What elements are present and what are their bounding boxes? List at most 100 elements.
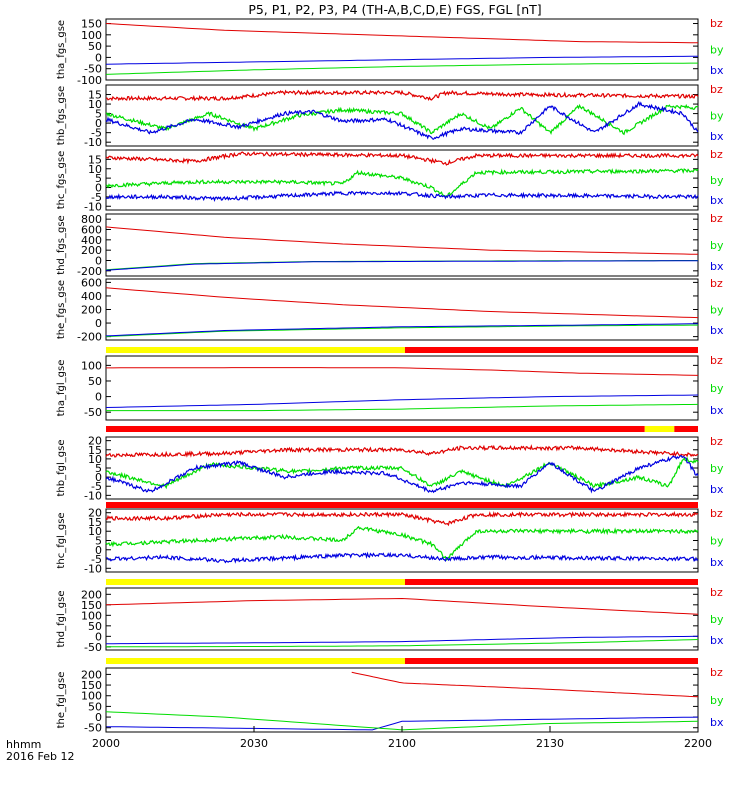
legend-bx: bx	[710, 634, 724, 647]
y-tick-label: 0	[95, 182, 102, 195]
x-tick-label: 2200	[684, 737, 712, 750]
time-axis: 2000 2030 2100 2130 2200	[92, 726, 712, 750]
y-tick-label: 0	[95, 544, 102, 557]
series-by	[105, 103, 699, 136]
y-tick-label: 5	[95, 108, 102, 121]
y-tick-label: 400	[81, 290, 102, 303]
legend-bz: bz	[710, 507, 723, 520]
y-axis-label: thd_fgl_gse	[56, 591, 67, 648]
y-tick-label: -100	[77, 74, 102, 87]
series-by	[106, 403, 699, 412]
y-tick-label: 15	[88, 89, 102, 102]
y-tick-label: 100	[81, 359, 102, 372]
series-bx	[105, 454, 699, 494]
y-tick-label: 100	[81, 29, 102, 42]
series-by	[105, 168, 699, 198]
legend-bx: bx	[710, 483, 724, 496]
y-axis-label: thd_fgs_gse	[56, 215, 67, 274]
x-tick-label: 2100	[388, 737, 416, 750]
status-bar-segment	[644, 426, 675, 432]
y-tick-label: 0	[95, 471, 102, 484]
y-tick-label: 5	[95, 535, 102, 548]
y-axis-label: tha_fgs_gse	[56, 20, 67, 79]
legend-bz: bz	[710, 586, 723, 599]
x-tick-label: 2000	[92, 737, 120, 750]
y-axis-label: the_fgl_gse	[56, 672, 67, 729]
y-tick-label: 600	[81, 224, 102, 237]
y-axis-label: the_fgs_gse	[56, 280, 67, 339]
y-tick-label: 0	[95, 391, 102, 404]
legend-bz: bz	[710, 435, 723, 448]
legend-by: by	[710, 613, 724, 626]
status-bar-segment	[106, 658, 405, 664]
legend-bz: bz	[710, 354, 723, 367]
series-bz	[105, 444, 699, 458]
y-tick-label: 0	[95, 317, 102, 330]
panel-frame	[105, 149, 699, 211]
y-tick-label: 50	[88, 620, 102, 633]
y-axis-label: tha_fgl_gse	[56, 360, 67, 417]
y-tick-label: 10	[88, 525, 102, 538]
series-bx	[105, 260, 698, 271]
status-bar-segment	[404, 658, 698, 664]
series-bz	[105, 510, 699, 527]
series-bz	[351, 671, 699, 698]
status-bar-segment	[106, 426, 645, 432]
status-bars	[106, 347, 698, 664]
status-bar-segment	[404, 347, 698, 353]
y-tick-label: 50	[88, 40, 102, 53]
y-tick-label: -10	[84, 136, 102, 149]
legend-by: by	[710, 44, 724, 57]
y-tick-label: -200	[77, 331, 102, 344]
legend-bx: bx	[710, 194, 724, 207]
series-bx	[105, 394, 699, 408]
y-tick-label: -5	[91, 127, 102, 140]
y-tick-label: 0	[95, 117, 102, 130]
y-axis-label: thc_fgl_gse	[56, 512, 67, 568]
legend-bz: bz	[710, 148, 723, 161]
y-tick-label: 15	[88, 516, 102, 529]
time-axis-unit-label: hhmm	[6, 738, 41, 751]
series-bx	[105, 55, 698, 65]
legend-bx: bx	[710, 324, 724, 337]
y-tick-label: 50	[88, 700, 102, 713]
y-tick-label: 150	[81, 599, 102, 612]
chart-title: P5, P1, P2, P3, P4 (TH-A,B,C,D,E) FGS, F…	[248, 2, 541, 17]
status-bar-segment	[106, 502, 698, 508]
y-tick-label: -5	[91, 553, 102, 566]
y-tick-label: -50	[84, 722, 102, 735]
series-bx	[105, 551, 699, 564]
series-bz	[105, 89, 699, 102]
series-bx	[105, 100, 699, 140]
legend-by: by	[710, 462, 724, 475]
legend-bx: bx	[710, 64, 724, 77]
legend-bz: bz	[710, 17, 723, 30]
y-tick-label: 200	[81, 668, 102, 681]
legend-by: by	[710, 382, 724, 395]
y-tick-label: -5	[91, 191, 102, 204]
x-tick-label: 2130	[536, 737, 564, 750]
legend-by: by	[710, 304, 724, 317]
y-tick-label: 800	[81, 213, 102, 226]
y-tick-label: 10	[88, 163, 102, 176]
y-tick-label: -50	[84, 406, 102, 419]
legend-bz: bz	[710, 666, 723, 679]
y-tick-label: 20	[88, 435, 102, 448]
y-tick-label: -50	[84, 641, 102, 654]
series-by	[105, 324, 698, 338]
y-tick-label: -5	[91, 480, 102, 493]
series-bz	[106, 367, 699, 376]
series-bx	[105, 190, 699, 202]
y-tick-label: 100	[81, 690, 102, 703]
legend-bx: bx	[710, 130, 724, 143]
y-tick-label: 200	[81, 244, 102, 257]
legend-bx: bx	[710, 404, 724, 417]
series-bz	[105, 597, 699, 615]
